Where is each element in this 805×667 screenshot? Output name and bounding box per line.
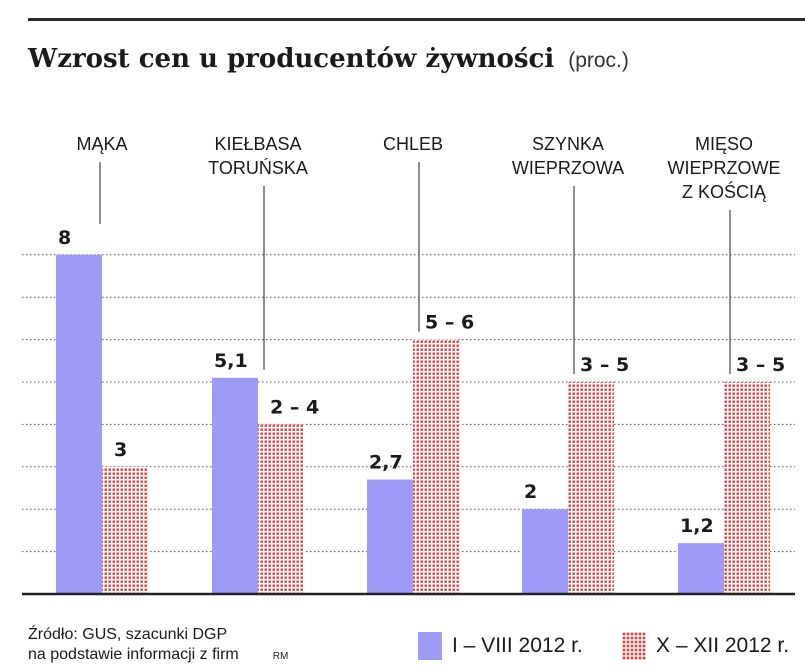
data-label-series-1: 5,1 — [214, 350, 248, 372]
source-line-2: na podstawie informacji z firm RM — [28, 645, 288, 667]
bar-series-2 — [413, 339, 459, 594]
data-label-series-1: 2,7 — [369, 452, 403, 474]
bar-series-1 — [367, 479, 413, 594]
chart-subtitle: (proc.) — [568, 49, 629, 72]
category-label: MĄKA — [76, 134, 127, 154]
data-label-series-2: 3 – 5 — [580, 354, 629, 376]
legend-item-series-1: I – VIII 2012 r. — [418, 632, 583, 660]
bar-series-1 — [522, 509, 568, 594]
data-label-series-1: 2 — [524, 481, 537, 503]
top-rule — [28, 18, 805, 21]
legend-swatch-series-2 — [622, 632, 646, 660]
chart-title-text: Wzrost cen u producentów żywności — [28, 44, 555, 74]
category-label: CHLEB — [383, 134, 443, 154]
bar-series-1 — [56, 254, 102, 595]
bar-series-2 — [102, 466, 148, 594]
legend-item-series-2: X – XII 2012 r. — [622, 632, 789, 660]
category-label: SZYNKA WIEPRZOWA — [512, 134, 624, 178]
legend-label-series-2: X – XII 2012 r. — [656, 634, 790, 657]
category-label: MIĘSO WIEPRZOWE Z KOŚCIĄ — [668, 134, 781, 202]
data-label-series-2: 3 – 5 — [736, 354, 785, 376]
source-note: Źródło: GUS, szacunki DGP na podstawie i… — [28, 625, 288, 667]
source-line-2-text: na podstawie informacji z firm — [28, 646, 239, 663]
data-label-series-2: 2 – 4 — [270, 396, 319, 418]
bar-series-2 — [258, 424, 304, 594]
legend-swatch-series-1 — [418, 632, 442, 660]
author-initials: RM — [272, 651, 289, 662]
source-line-1: Źródło: GUS, szacunki DGP — [28, 626, 228, 643]
data-label-series-2: 5 – 6 — [425, 312, 474, 334]
category-label: KIEŁBASA TORUŃSKA — [208, 134, 308, 178]
bar-series-2 — [724, 382, 770, 594]
chart-title: Wzrost cen u producentów żywności (proc.) — [28, 44, 629, 74]
bar-series-2 — [568, 382, 614, 594]
data-label-series-2: 3 — [114, 439, 127, 461]
data-label-series-1: 8 — [58, 227, 71, 249]
data-label-series-1: 1,2 — [680, 515, 714, 537]
bar-series-1 — [678, 543, 724, 594]
bar-series-1 — [212, 377, 258, 594]
legend-label-series-1: I – VIII 2012 r. — [452, 634, 583, 657]
